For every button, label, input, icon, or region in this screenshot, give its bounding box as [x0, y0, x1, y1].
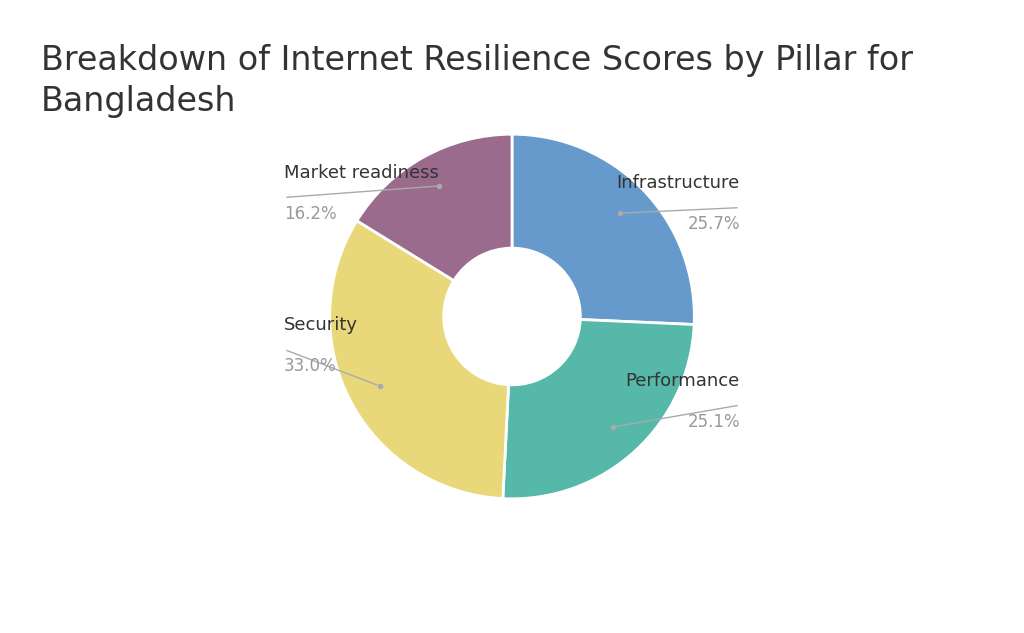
- Wedge shape: [356, 134, 512, 280]
- Text: 25.7%: 25.7%: [687, 215, 740, 233]
- Text: Breakdown of Internet Resilience Scores by Pillar for
Bangladesh: Breakdown of Internet Resilience Scores …: [41, 44, 913, 118]
- Text: 16.2%: 16.2%: [284, 205, 337, 223]
- Text: Market readiness: Market readiness: [284, 165, 439, 182]
- Text: Security: Security: [284, 316, 358, 334]
- Text: 25.1%: 25.1%: [687, 413, 740, 430]
- Wedge shape: [503, 320, 694, 499]
- Wedge shape: [330, 221, 509, 499]
- Text: Infrastructure: Infrastructure: [616, 175, 740, 192]
- Text: Performance: Performance: [626, 372, 740, 390]
- Wedge shape: [512, 134, 694, 325]
- Text: 33.0%: 33.0%: [284, 357, 337, 375]
